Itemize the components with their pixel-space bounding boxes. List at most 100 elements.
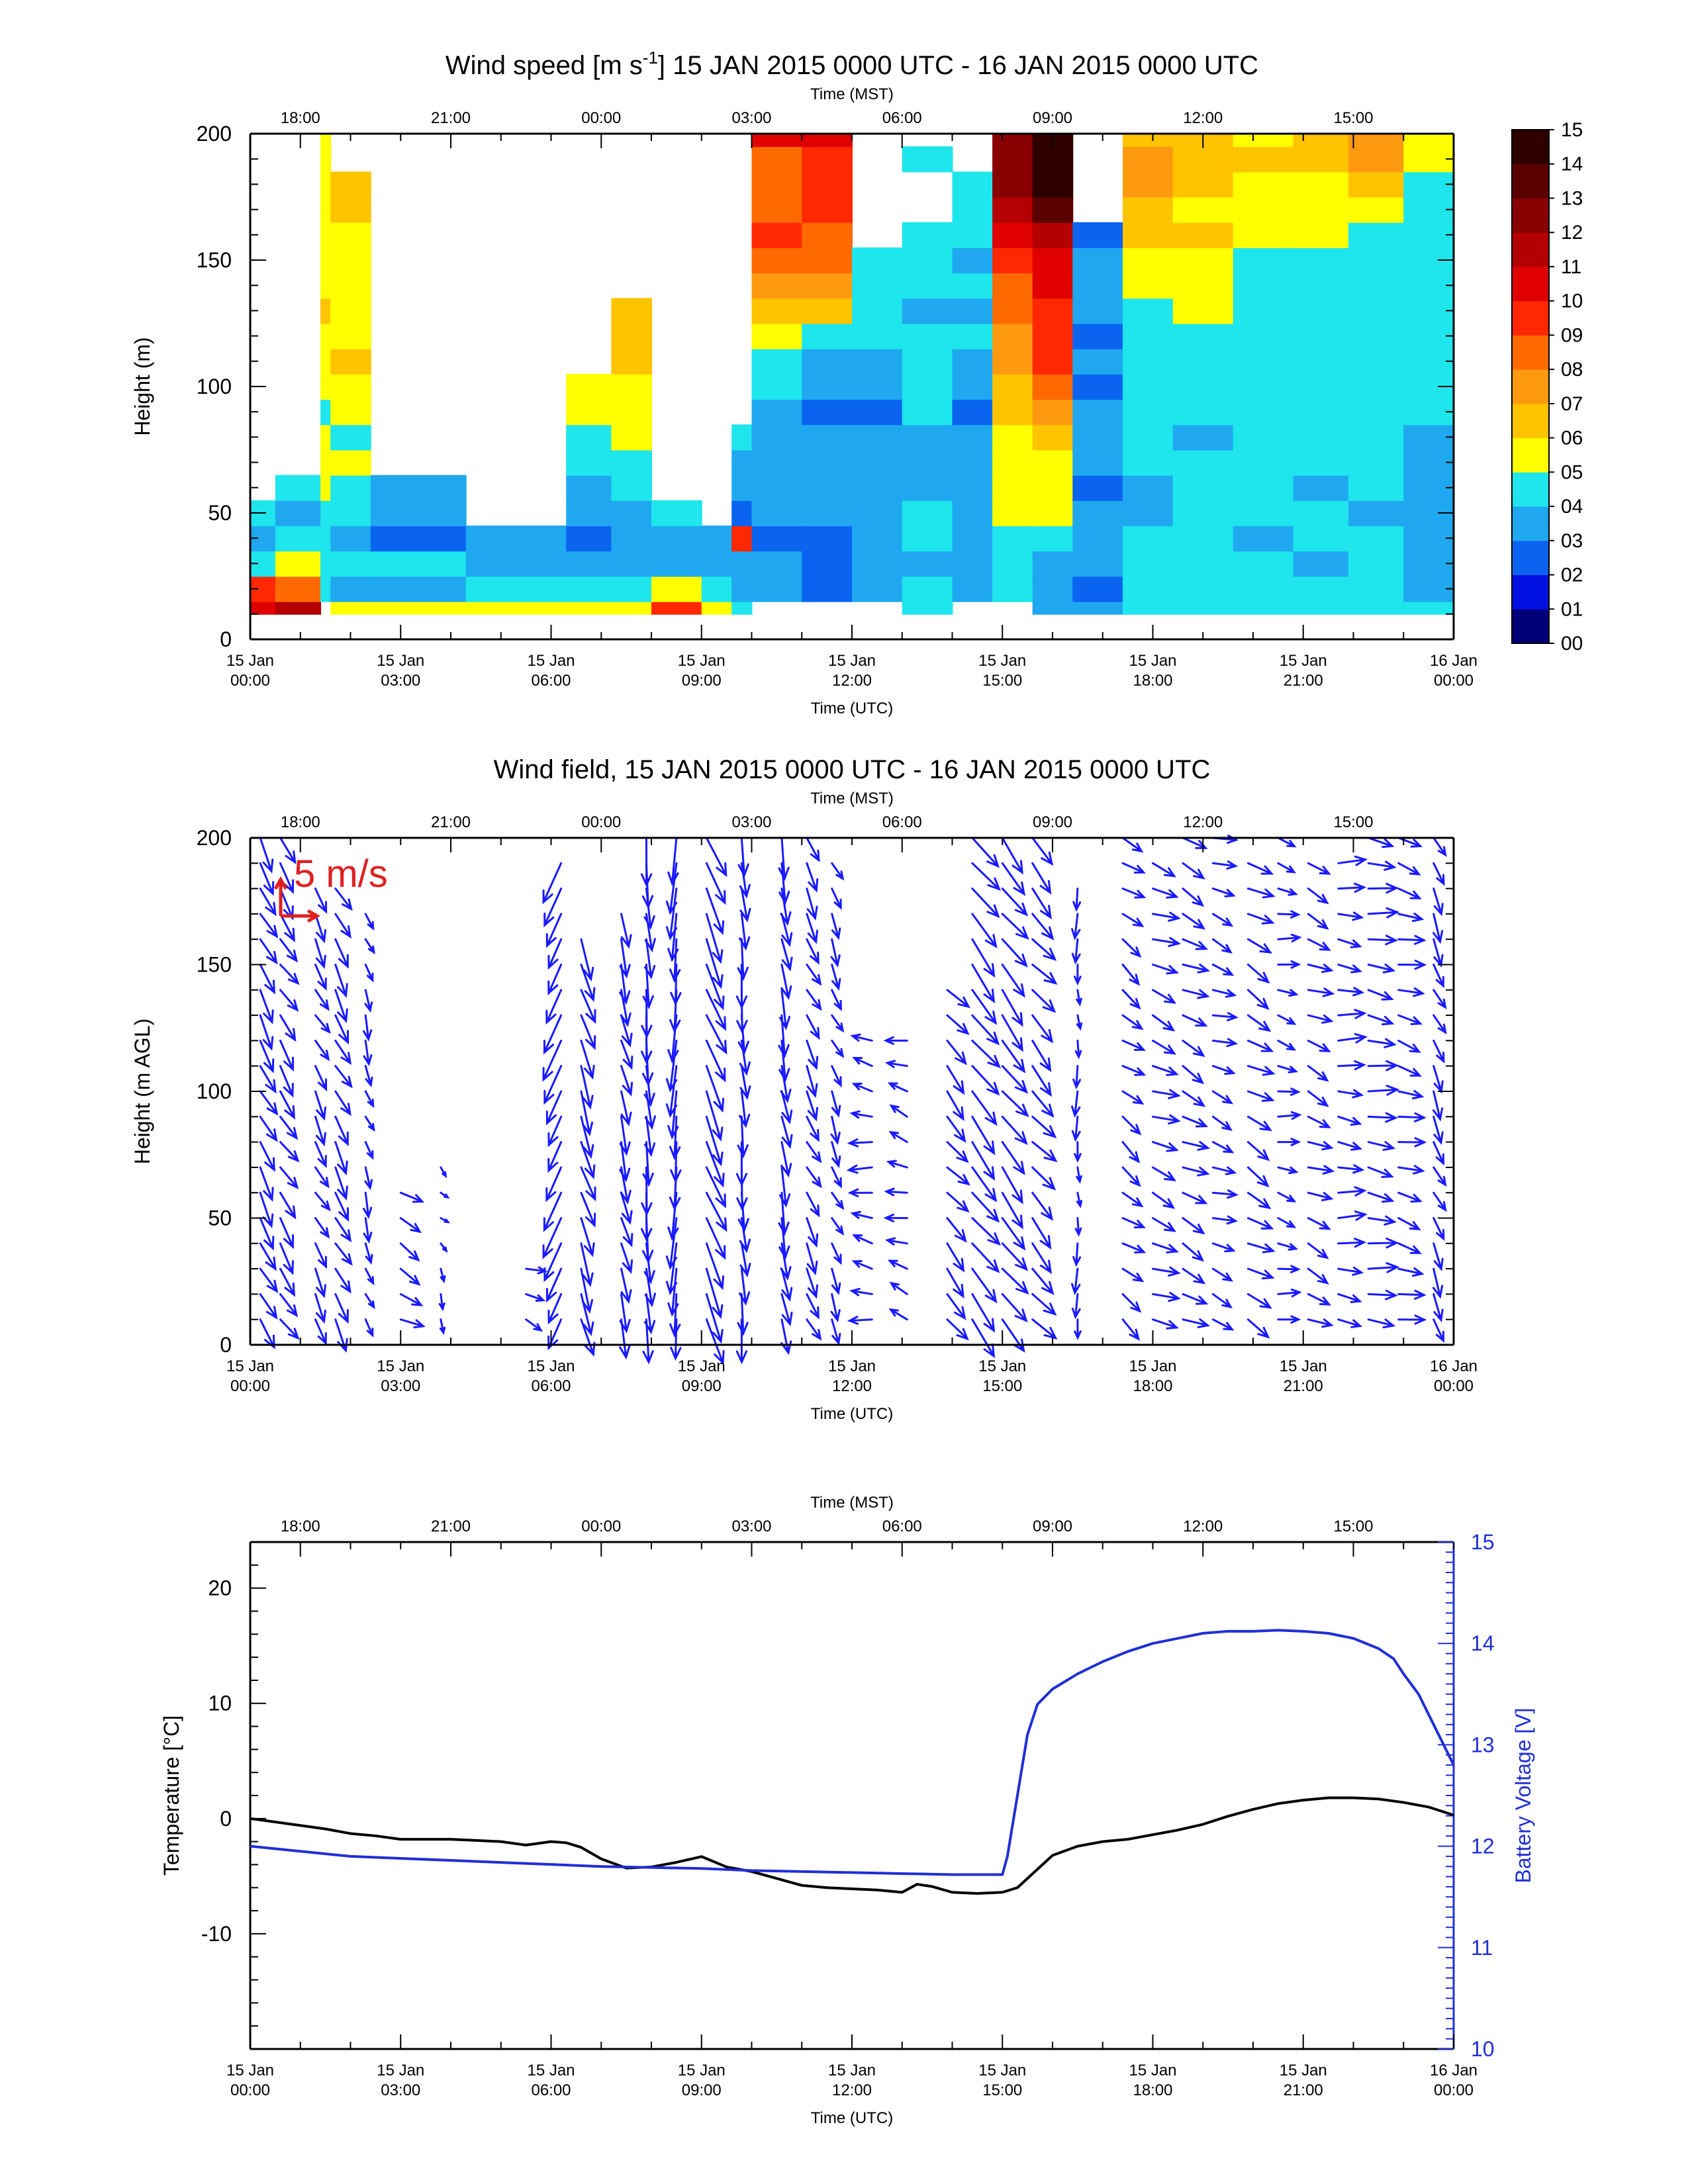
wind-vector-arrow (1367, 1060, 1399, 1071)
wind-vector-arrow (806, 1014, 820, 1040)
wind-vector-arrow (778, 862, 790, 905)
wind-vector-arrow (1152, 1014, 1176, 1032)
wind-vector-arrow (806, 1217, 819, 1248)
heatmap-cell (320, 323, 332, 349)
heatmap-cell (1233, 298, 1294, 324)
heatmap-cell (802, 475, 853, 501)
wind-vector-arrow (1397, 1165, 1425, 1175)
heatmap-cell (802, 247, 853, 274)
wind-vector-arrow (971, 1217, 1002, 1246)
wind-vector-arrow (852, 1234, 873, 1245)
wind-vector-arrow (1432, 989, 1447, 1010)
colorbar-label: 02 (1561, 565, 1583, 586)
wind-vector-arrow (525, 1293, 546, 1302)
heatmap-cell (952, 171, 994, 198)
wind-vector-arrow (971, 1065, 1000, 1096)
heatmap-cell (320, 373, 332, 400)
top-axis-title: Time (MST) (810, 85, 894, 103)
heatmap-cell (320, 273, 332, 299)
wind-vector-arrow (279, 1191, 297, 1220)
wind-vector-arrow (620, 1242, 633, 1274)
heatmap-cell (1293, 373, 1349, 400)
wind-vector-arrow (806, 1065, 818, 1098)
x-tick-label: 03:00 (381, 1377, 420, 1395)
legend-arrow-north (273, 876, 288, 916)
heatmap-cell (1172, 348, 1234, 375)
wind-vector-arrow (806, 1242, 818, 1276)
x-tick-label: 15 Jan (678, 1357, 726, 1375)
wind-vector-arrow (847, 1188, 873, 1197)
wind-vector-arrow (1307, 1217, 1331, 1230)
wind-vector-arrow (1246, 1065, 1276, 1076)
heatmap-cell (1032, 551, 1074, 577)
heatmap-cell (330, 500, 371, 527)
heatmap-cell (992, 222, 1033, 248)
heatmap-cell (370, 601, 467, 615)
wind-vector-arrow (364, 1166, 373, 1191)
wind-vector-arrow (1432, 1166, 1447, 1187)
heatmap-cell (611, 323, 652, 349)
wind-vector-arrow (971, 1090, 998, 1126)
y2-tick-label: 10 (1471, 2037, 1495, 2061)
wind-vector-arrow (1121, 887, 1147, 899)
heatmap-cell (611, 551, 652, 577)
y-tick-label: 0 (220, 627, 232, 651)
wind-vector-arrow (946, 1141, 969, 1163)
wind-vector-arrow (971, 837, 1000, 868)
heatmap-cell (902, 576, 953, 602)
heatmap-cell (1123, 475, 1174, 501)
wind-vector-arrow (279, 1141, 300, 1163)
wind-vector-arrow (1001, 1039, 1026, 1073)
wind-vector-arrow (1432, 913, 1444, 944)
wind-vector-arrow (1121, 1065, 1147, 1076)
colorbar-label: 13 (1561, 187, 1583, 209)
legend-label: 5 m/s (294, 852, 388, 895)
wind-vector-arrow (399, 1267, 421, 1286)
wind-vector-arrow (1277, 1039, 1297, 1051)
heatmap-cell (852, 348, 903, 375)
heatmap-cell (902, 323, 953, 349)
wind-vector-arrow (543, 1242, 563, 1283)
wind-vector-arrow (831, 1267, 841, 1295)
wind-vector-arrow (1367, 1014, 1395, 1026)
chart-title-part: Wind speed [m s (445, 51, 643, 80)
wind-vector-arrow (737, 938, 749, 981)
heatmap-cell (751, 551, 803, 577)
wind-vector-arrow (314, 1267, 326, 1298)
y-tick-label: 50 (208, 1206, 232, 1230)
heatmap-cell (330, 273, 371, 299)
heatmap-cell (566, 525, 612, 552)
wind-vector-arrow (1246, 1318, 1270, 1339)
heatmap-cell (1172, 222, 1234, 248)
wind-vector-arrow (1246, 1166, 1270, 1188)
heatmap-cell (330, 247, 371, 274)
wind-vector-arrow (889, 1104, 908, 1118)
wind-vector-arrow (1367, 1215, 1397, 1226)
heatmap-cell (611, 475, 652, 501)
wind-vector-arrow (830, 1115, 841, 1146)
wind-vector-arrow (1074, 1039, 1082, 1060)
heatmap-cell (701, 601, 733, 615)
wind-vector-arrow (362, 1191, 373, 1219)
heatmap-cell (751, 449, 803, 476)
x-tick-label: 15 Jan (1280, 1357, 1327, 1375)
wind-vector-arrow (1397, 887, 1422, 899)
wind-vector-arrow (1246, 913, 1275, 925)
wind-vector-arrow (1432, 1318, 1445, 1343)
heatmap-cell (902, 273, 953, 299)
top-tick-label: 03:00 (731, 813, 771, 831)
wind-vector-arrow (620, 1191, 633, 1225)
wind-vector-arrow (334, 1293, 349, 1324)
x-axis-title: Time (UTC) (811, 1405, 893, 1423)
wind-vector-arrow (1152, 1291, 1181, 1302)
wind-vector-arrow (1307, 1039, 1331, 1052)
wind-vector-arrow (1367, 1262, 1400, 1273)
wind-vector-arrow (831, 1090, 841, 1118)
wind-vector-arrow (1367, 963, 1396, 974)
x-tick-label: 15 Jan (978, 1357, 1026, 1375)
x-tick-label: 15:00 (982, 672, 1022, 690)
heatmap-cell (902, 525, 953, 552)
heatmap-cell (611, 348, 652, 375)
wind-vector-arrow (1397, 1112, 1427, 1122)
x-tick-label: 00:00 (1434, 1377, 1474, 1395)
